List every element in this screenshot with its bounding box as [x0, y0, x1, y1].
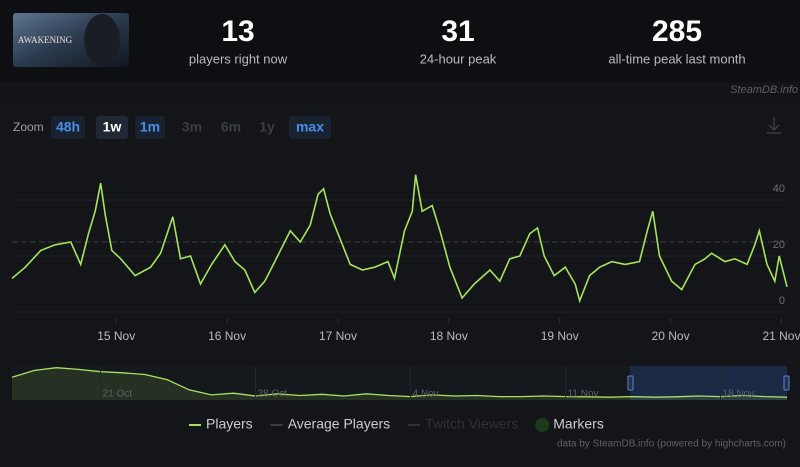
x-tick-label: 21 Nov — [762, 329, 800, 343]
x-tick-label: 19 Nov — [541, 329, 579, 343]
legend-label[interactable]: Twitch Viewers — [425, 416, 518, 432]
navigator-handle[interactable] — [783, 375, 790, 391]
stat-label: 24-hour peak — [420, 51, 497, 66]
navigator-selection[interactable] — [630, 366, 787, 400]
x-tick-label: 17 Nov — [319, 329, 357, 343]
y-tick-label: 40 — [773, 183, 785, 195]
zoom-label: Zoom — [13, 120, 44, 134]
navigator-tick-label: 11 Nov — [568, 389, 599, 400]
download-icon[interactable] — [767, 117, 781, 134]
zoom-button[interactable] — [135, 116, 165, 139]
stat-label: all-time peak last month — [608, 51, 745, 66]
zoom-button-label: 1y — [259, 119, 275, 135]
legend-label[interactable]: Average Players — [288, 416, 390, 432]
x-tick-label: 18 Nov — [430, 329, 468, 343]
zoom-button[interactable] — [96, 116, 128, 139]
credits: data by SteamDB.info (powered by highcha… — [557, 439, 786, 450]
legend-label[interactable]: Players — [206, 416, 253, 432]
thumbnail-text: AWAKENING — [18, 35, 73, 45]
navigator-tick-label: 4 Nov — [413, 389, 439, 400]
watermark: SteamDB.info — [730, 84, 798, 96]
thumbnail-figure — [84, 14, 120, 66]
y-tick-label: 20 — [773, 239, 785, 251]
zoom-button-label[interactable]: 1w — [103, 119, 122, 135]
navigator-tick-label: 18 Nov — [723, 389, 755, 400]
navigator-tick-label: 21 Oct — [103, 389, 133, 400]
x-tick-label: 16 Nov — [208, 329, 246, 343]
zoom-button-label[interactable]: max — [296, 119, 324, 135]
stat-value: 13 — [221, 15, 254, 48]
stat-label: players right now — [189, 51, 288, 66]
zoom-button-label[interactable]: 48h — [56, 119, 80, 135]
zoom-button[interactable] — [51, 116, 85, 139]
legend-symbol[interactable] — [535, 418, 550, 432]
chart-bg — [0, 100, 800, 467]
navigator-bg — [12, 366, 787, 400]
stat-value: 285 — [652, 15, 702, 48]
stat-value: 31 — [441, 15, 474, 48]
x-tick-label: 15 Nov — [97, 329, 135, 343]
x-tick-label: 20 Nov — [652, 329, 690, 343]
legend-label[interactable]: Markers — [553, 416, 604, 432]
zoom-button-label: 3m — [182, 119, 202, 135]
icon-stroke — [768, 124, 780, 132]
zoom-button[interactable] — [289, 116, 331, 139]
y-tick-label: 0 — [779, 295, 785, 307]
zoom-button-label[interactable]: 1m — [140, 119, 160, 135]
series-line — [11, 174, 788, 304]
navigator-handle[interactable] — [627, 375, 634, 391]
zoom-button-label: 6m — [221, 119, 241, 135]
header-bg — [0, 0, 800, 82]
navigator-line — [11, 367, 788, 398]
navigator-tick-label: 28 Oct — [258, 389, 288, 400]
